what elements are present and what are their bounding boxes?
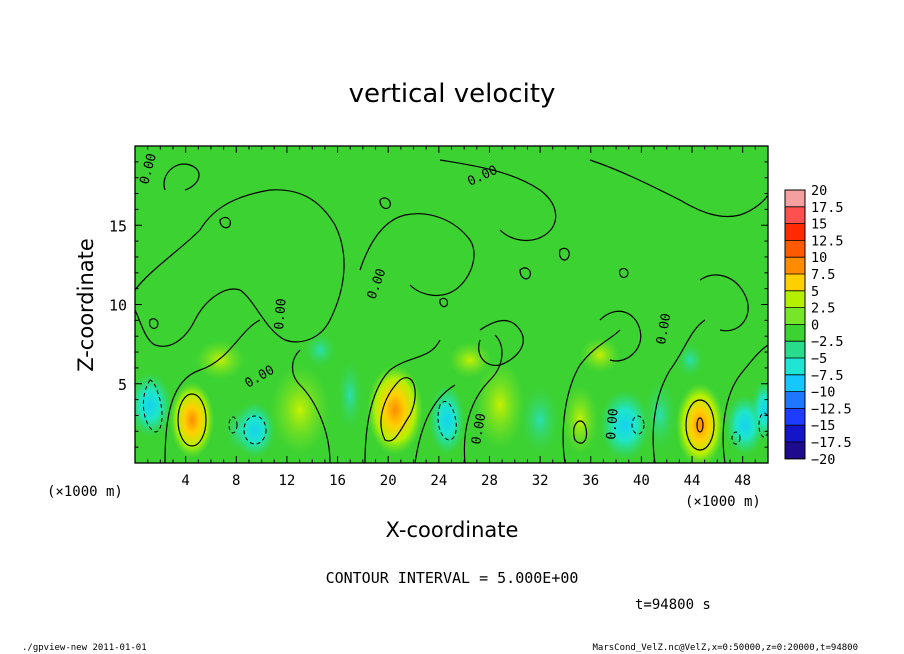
y-axis: 5 10 15	[109, 161, 768, 448]
colorbar-swatch	[785, 190, 805, 207]
y-axis-label: Z-coordinate	[74, 238, 98, 372]
x-tick-label: 48	[734, 473, 751, 489]
negative-contours	[143, 379, 768, 445]
colorbar-swatch	[785, 206, 805, 224]
plot-area: 0.00 0.00 0.00 0.00 0.00 0.00 0.00 0.00	[135, 146, 768, 463]
colorbar-swatch	[785, 290, 805, 308]
colorbar-swatch	[785, 374, 805, 392]
x-tick-label: 16	[329, 473, 346, 489]
colorbar-label: 2.5	[811, 301, 835, 317]
colorbar-swatch	[785, 358, 805, 375]
x-tick-label: 44	[684, 473, 701, 489]
colorbar-label: −5	[811, 351, 827, 367]
colorbar-swatch	[785, 274, 805, 291]
contour-label: 0.00	[469, 412, 489, 445]
colorbar-label: −12.5	[811, 401, 852, 417]
colorbar-label: 12.5	[811, 233, 844, 249]
colorbar-label: −17.5	[811, 435, 852, 451]
colorbar-label: 15	[811, 217, 827, 233]
contour-interval-text: CONTOUR INTERVAL = 5.000E+00	[326, 569, 579, 587]
colorbar-label: 17.5	[811, 200, 844, 216]
colorbar-swatch	[785, 341, 805, 358]
velocity-field	[135, 330, 768, 463]
colorbar-swatch	[785, 240, 805, 258]
colorbar-swatch	[785, 442, 805, 459]
x-tick-label: 20	[380, 473, 397, 489]
footer-left: ./gpview-new 2011-01-01	[22, 643, 147, 653]
colorbar-swatch	[785, 425, 805, 442]
x-unit-label-left: (×1000 m)	[47, 484, 123, 500]
colorbar-swatch	[785, 391, 805, 409]
x-tick-label: 28	[481, 473, 498, 489]
x-axis-label: X-coordinate	[386, 518, 519, 542]
y-tick-label: 15	[109, 217, 127, 235]
colorbar-label: −2.5	[811, 334, 844, 350]
colorbar-label: 0	[811, 317, 819, 333]
colorbar: 2017.51512.5107.552.50−2.5−5−7.5−10−12.5…	[784, 183, 852, 468]
colorbar-label: 20	[811, 183, 827, 199]
colorbar-label: −7.5	[811, 368, 844, 384]
x-tick-label: 40	[633, 473, 650, 489]
colorbar-label: 5	[811, 284, 819, 300]
x-unit-label-right: (×1000 m)	[685, 494, 761, 510]
x-tick-label: 24	[430, 473, 447, 489]
chart-title: vertical velocity	[349, 79, 556, 109]
contour-lines	[135, 159, 768, 463]
contour-label: 0.00	[654, 312, 674, 345]
colorbar-swatch	[785, 223, 805, 241]
contour-label: 0.00	[604, 408, 622, 441]
y-tick-label: 10	[109, 297, 127, 315]
x-tick-label: 32	[532, 473, 549, 489]
colorbar-label: −15	[811, 418, 835, 434]
footer-right: MarsCond_VelZ.nc@VelZ,x=0:50000,z=0:2000…	[592, 643, 858, 653]
x-tick-label: 36	[582, 473, 599, 489]
colorbar-label: 10	[811, 250, 827, 266]
colorbar-label: −10	[811, 385, 835, 401]
time-text: t=94800 s	[635, 597, 711, 613]
colorbar-swatch	[785, 324, 805, 342]
contour-label: 0.00	[272, 298, 290, 331]
x-axis: 4 8 12 16 20 24 28 32 36 40 44 48	[147, 146, 756, 489]
x-tick-label: 8	[232, 473, 240, 489]
colorbar-swatch	[785, 257, 805, 274]
x-tick-label: 4	[181, 473, 189, 489]
colorbar-label: −20	[811, 452, 835, 468]
y-tick-label: 5	[118, 376, 127, 394]
colorbar-swatch	[785, 408, 805, 426]
colorbar-swatch	[785, 307, 805, 325]
x-tick-label: 12	[278, 473, 295, 489]
colorbar-label: 7.5	[811, 267, 835, 283]
